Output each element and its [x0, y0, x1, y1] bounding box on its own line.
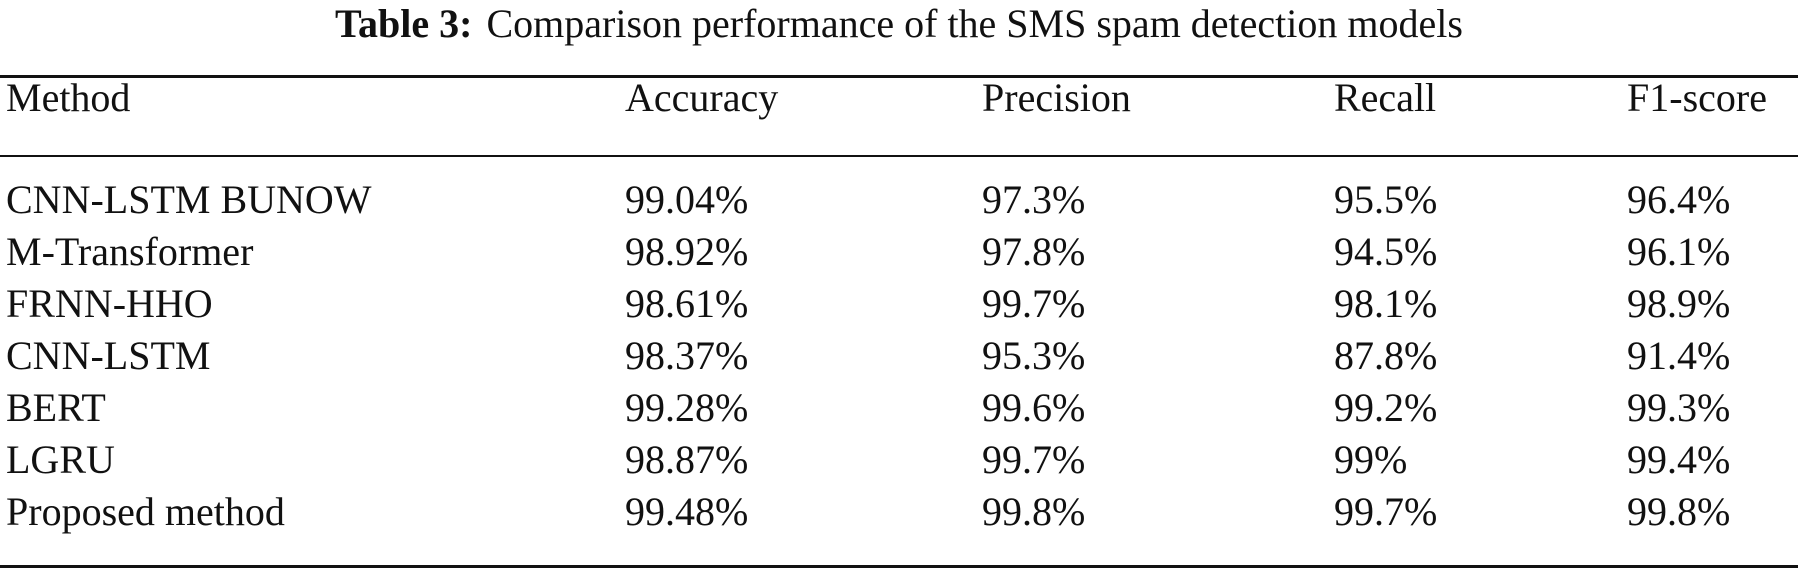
table-row: CNN-LSTM BUNOW 99.04% 97.3% 95.5% 96.4% — [0, 174, 1798, 226]
table-caption: Table 3: Comparison performance of the SM… — [0, 0, 1798, 58]
cell-method: FRNN-HHO — [6, 281, 213, 326]
cell-method: M-Transformer — [6, 229, 254, 274]
cell-precision: 95.3% — [982, 333, 1086, 378]
cell-precision: 97.8% — [982, 229, 1086, 274]
cell-precision: 99.6% — [982, 385, 1086, 430]
table-top-rule — [0, 75, 1798, 78]
header-f1-score: F1-score — [1627, 75, 1767, 120]
cell-recall: 99.7% — [1334, 489, 1438, 534]
cell-accuracy: 98.87% — [625, 437, 749, 482]
cell-precision: 97.3% — [982, 177, 1086, 222]
cell-method: CNN-LSTM — [6, 333, 211, 378]
cell-recall: 87.8% — [1334, 333, 1438, 378]
cell-method: LGRU — [6, 437, 115, 482]
cell-accuracy: 99.04% — [625, 177, 749, 222]
cell-f1-score: 91.4% — [1627, 333, 1731, 378]
cell-precision: 99.7% — [982, 281, 1086, 326]
cell-accuracy: 98.37% — [625, 333, 749, 378]
cell-f1-score: 96.4% — [1627, 177, 1731, 222]
table-bottom-rule — [0, 565, 1798, 568]
cell-f1-score: 96.1% — [1627, 229, 1731, 274]
table-header-rule — [0, 155, 1798, 157]
table-caption-text: Comparison performance of the SMS spam d… — [486, 1, 1463, 46]
cell-accuracy: 98.92% — [625, 229, 749, 274]
cell-recall: 95.5% — [1334, 177, 1438, 222]
table-row: CNN-LSTM 98.37% 95.3% 87.8% 91.4% — [0, 330, 1798, 382]
cell-recall: 99.2% — [1334, 385, 1438, 430]
header-recall: Recall — [1334, 75, 1437, 120]
table-row: Proposed method 99.48% 99.8% 99.7% 99.8% — [0, 486, 1798, 538]
cell-recall: 94.5% — [1334, 229, 1438, 274]
cell-recall: 98.1% — [1334, 281, 1438, 326]
cell-accuracy: 98.61% — [625, 281, 749, 326]
cell-precision: 99.7% — [982, 437, 1086, 482]
cell-method: CNN-LSTM BUNOW — [6, 177, 372, 222]
table-row: BERT 99.28% 99.6% 99.2% 99.3% — [0, 382, 1798, 434]
cell-f1-score: 99.3% — [1627, 385, 1731, 430]
table-caption-label: Table 3: — [335, 1, 473, 46]
cell-method: Proposed method — [6, 489, 285, 534]
header-accuracy: Accuracy — [625, 75, 779, 120]
table-row: FRNN-HHO 98.61% 99.7% 98.1% 98.9% — [0, 278, 1798, 330]
cell-precision: 99.8% — [982, 489, 1086, 534]
table-header-row: Method Accuracy Precision Recall F1-scor… — [0, 72, 1798, 124]
cell-f1-score: 98.9% — [1627, 281, 1731, 326]
header-method: Method — [6, 75, 131, 120]
header-precision: Precision — [982, 75, 1131, 120]
table-row: M-Transformer 98.92% 97.8% 94.5% 96.1% — [0, 226, 1798, 278]
table-row: LGRU 98.87% 99.7% 99% 99.4% — [0, 434, 1798, 486]
cell-accuracy: 99.48% — [625, 489, 749, 534]
cell-f1-score: 99.4% — [1627, 437, 1731, 482]
cell-f1-score: 99.8% — [1627, 489, 1731, 534]
cell-accuracy: 99.28% — [625, 385, 749, 430]
cell-method: BERT — [6, 385, 106, 430]
cell-recall: 99% — [1334, 437, 1408, 482]
